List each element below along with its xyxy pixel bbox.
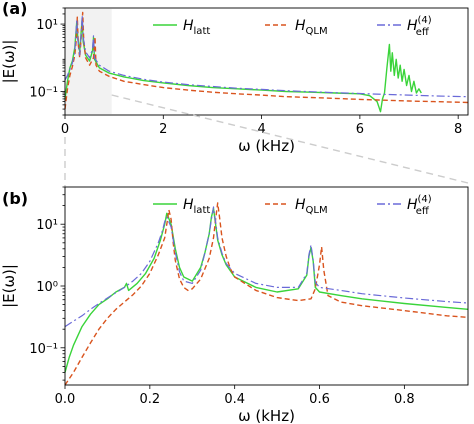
panel-b: (b) 0.0 0.2 0.4 0.6 0.8 10⁻¹ 10⁰ 10¹ |E(ω)| ω (… [0,186,469,424]
panel-b-legend: Hlatt HQLM H(4) eff [153,194,432,217]
x-tick-label: 8 [454,122,462,137]
legend-label-0: Hlatt [183,18,210,37]
series-line-0 [64,207,469,373]
x-tick-label: 2 [159,122,167,137]
panel-b-axes-frame [64,186,469,386]
x-tick-label: 0.6 [309,392,330,407]
panel-b-series [64,202,469,386]
y-tick-label: 10¹ [36,18,58,33]
series-line-0 [64,18,422,113]
legend-label-2: H(4) eff [407,15,432,38]
y-tick-label: 10¹ [36,218,58,233]
panel-a-legend: Hlatt HQLM H(4) eff [153,15,432,38]
y-tick-label: 10⁻¹ [29,85,58,100]
x-tick-label: 4 [257,122,265,137]
x-tick-label: 6 [356,122,364,137]
series-line-2 [64,14,469,98]
panel-b-label: (b) [2,189,28,208]
panel-a-label: (a) [2,0,27,18]
panel-b-ticks: 0.0 0.2 0.4 0.6 0.8 10⁻¹ 10⁰ 10¹ [29,186,415,407]
y-tick-label: 10⁻¹ [29,342,58,357]
x-tick-label: 0.4 [224,392,245,407]
x-tick-label: 0 [61,122,69,137]
panel-a-y-axis-label: |E(ω)| [0,40,18,84]
panel-b-x-axis-label: ω (kHz) [238,407,295,424]
panel-a: (a) 0 2 4 6 8 10⁻¹ 10¹ |E(ω)| ω (kHz) Hlatt HQL… [0,0,469,155]
legend-label-1: HQLM [295,197,328,216]
zoom-connector-right [111,94,469,184]
y-tick-label: 10⁰ [36,280,58,295]
series-line-1 [64,202,469,386]
x-tick-label: 0.8 [394,392,415,407]
series-line-2 [64,206,469,328]
panel-a-axes-frame [64,7,469,116]
legend-label-2: H(4) eff [407,194,432,217]
panel-a-series [64,11,469,113]
x-tick-label: 0.2 [139,392,160,407]
panel-b-y-axis-label: |E(ω)| [0,264,18,308]
legend-label-0: Hlatt [183,197,210,216]
legend-label-1: HQLM [295,18,328,37]
zoom-connector-lines [64,94,469,187]
panel-a-x-axis-label: ω (kHz) [238,137,295,155]
x-tick-label: 0.0 [55,392,76,407]
